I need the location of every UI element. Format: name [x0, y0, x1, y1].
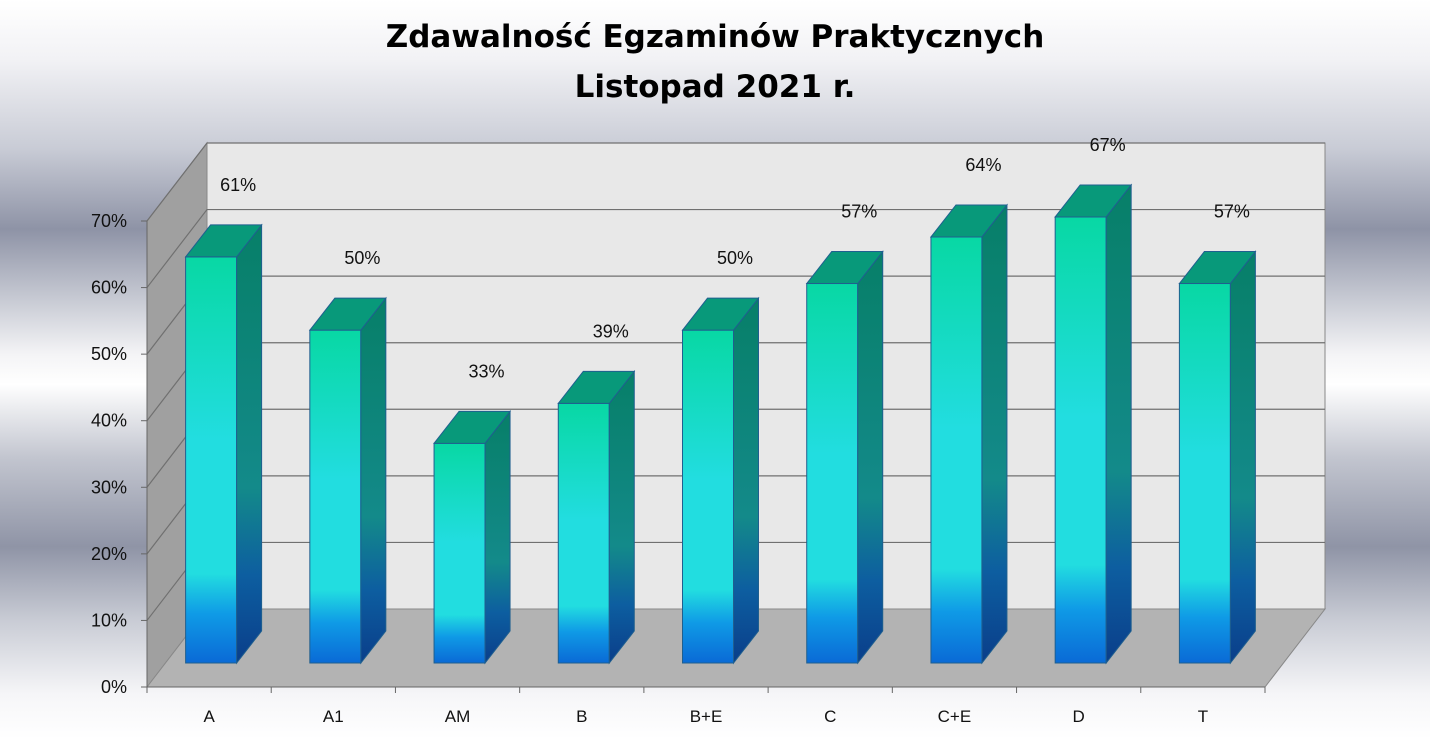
bar-top [681, 297, 760, 331]
bar-top [308, 297, 387, 331]
bar-top [433, 410, 512, 444]
chart-title: Zdawalność Egzaminów Praktycznych [385, 19, 1045, 55]
bar-side [1229, 250, 1256, 665]
x-tick-label: T [1198, 707, 1208, 726]
bar-C+E [929, 203, 1008, 665]
y-tick-label: 70% [91, 211, 127, 231]
bar-side [484, 409, 511, 665]
x-tick-label: C [824, 707, 836, 726]
y-tick-label: 20% [91, 544, 127, 564]
bar-A [184, 223, 263, 665]
bars: 61% 50% 33% 39% 50% 57% 64% 67% 57% [184, 135, 1257, 665]
bar-front [806, 283, 859, 664]
bar-front [682, 329, 734, 664]
bar-top [557, 370, 636, 404]
bar-front [185, 256, 238, 664]
bar-top [1178, 251, 1257, 285]
data-label: 39% [593, 321, 629, 341]
x-tick-label: C+E [938, 707, 972, 726]
bar-top [929, 204, 1008, 238]
bar-B [557, 369, 636, 665]
x-tick-label: B [576, 707, 587, 726]
y-tick-label: 50% [91, 344, 127, 364]
y-tick-label: 60% [91, 278, 127, 298]
data-label: 67% [1090, 135, 1126, 155]
x-tick-label: B+E [690, 707, 723, 726]
data-label: 50% [717, 248, 753, 268]
data-label: 33% [469, 361, 505, 381]
bar-front [1054, 216, 1107, 664]
data-label: 61% [220, 175, 256, 195]
bar-top [805, 251, 884, 285]
bar-side [733, 296, 759, 665]
x-tick-label: AM [445, 707, 471, 726]
x-tick-label: A [203, 707, 215, 726]
bar-front [309, 329, 362, 664]
bar-front [1178, 283, 1231, 664]
x-axis: A A1 AM B B+E C C+E D T [146, 686, 1266, 726]
y-tick-label: 10% [91, 610, 127, 630]
bar-side [981, 203, 1008, 665]
bar-T [1178, 250, 1257, 665]
bar-front [433, 442, 486, 664]
bar-side [608, 369, 635, 665]
bar-D [1054, 183, 1133, 665]
y-tick-label: 0% [101, 677, 127, 697]
bar-side [857, 250, 884, 665]
bar-front [930, 236, 983, 664]
data-label: 64% [965, 155, 1001, 175]
x-tick-label: A1 [323, 707, 344, 726]
bar-side [360, 296, 387, 665]
bar-side [1105, 183, 1132, 665]
bar-C [805, 250, 884, 665]
bar-front [557, 402, 610, 664]
bar-top [184, 224, 263, 258]
data-label: 57% [1214, 202, 1250, 222]
y-tick-label: 30% [91, 477, 127, 497]
data-label: 50% [344, 248, 380, 268]
bar-B+E [681, 296, 760, 665]
bar-A1 [308, 296, 387, 665]
x-tick-label: D [1073, 707, 1085, 726]
gridline [146, 142, 1325, 222]
data-label: 57% [841, 202, 877, 222]
bar-top [1054, 184, 1133, 218]
y-axis: 0% 10% 20% 30% 40% 50% 60% 70% [91, 211, 148, 697]
bar-side [236, 223, 263, 665]
chart-subtitle: Listopad 2021 r. [574, 69, 856, 105]
bar-AM [433, 409, 512, 665]
y-tick-label: 40% [91, 411, 127, 431]
